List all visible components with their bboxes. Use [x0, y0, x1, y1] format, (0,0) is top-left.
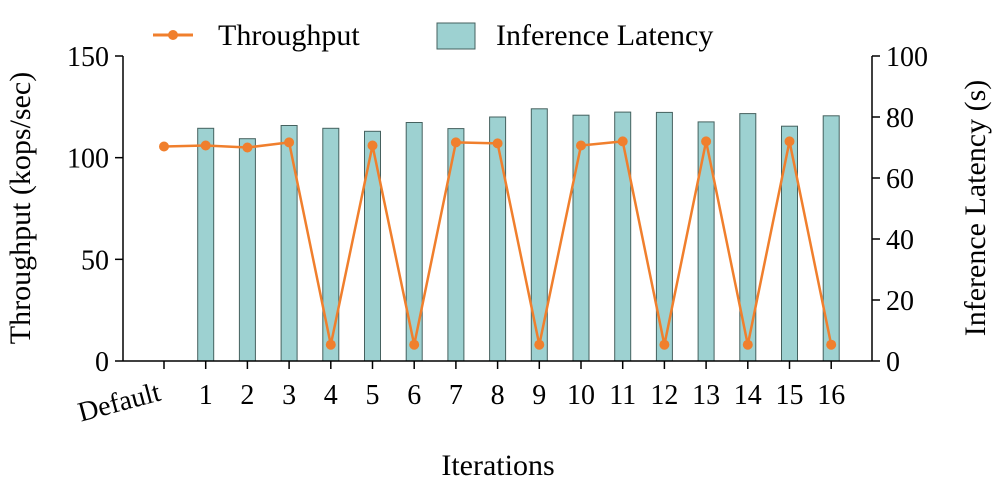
- axes: [115, 55, 880, 369]
- point-throughput-13: [701, 136, 712, 147]
- bar-latency-13: [697, 121, 715, 362]
- y-right-tick-label-40: 40: [886, 225, 914, 256]
- bar-latency-8: [489, 116, 507, 362]
- x-tick-label-14: 14: [734, 380, 762, 411]
- point-throughput-5: [367, 140, 378, 151]
- point-throughput-Default: [159, 141, 169, 152]
- legend-throughput-marker: [168, 30, 178, 40]
- point-throughput-4: [325, 339, 336, 350]
- y-right-tick-label-0: 0: [886, 347, 900, 378]
- y-axis-left-title: Throughput (kops/sec): [4, 72, 37, 344]
- x-tick-label-9: 9: [532, 380, 546, 411]
- x-tick-label-7: 7: [449, 380, 463, 411]
- bar-latency-5: [364, 130, 381, 362]
- point-throughput-11: [617, 136, 628, 147]
- point-throughput-12: [659, 339, 670, 350]
- point-throughput-9: [534, 339, 545, 350]
- point-throughput-14: [742, 339, 753, 350]
- bar-latency-4: [322, 127, 340, 362]
- point-throughput-15: [784, 136, 795, 147]
- point-throughput-8: [492, 138, 503, 149]
- legend: Throughput Inference Latency: [153, 19, 713, 52]
- bar-latency-10: [572, 114, 590, 362]
- y-right-tick-label-80: 80: [886, 103, 914, 134]
- point-throughput-1: [200, 140, 211, 151]
- bar-latency-11: [614, 111, 632, 362]
- y-right-tick-label-100: 100: [886, 42, 928, 73]
- legend-latency-swatch: [436, 22, 476, 50]
- throughput-line: [159, 136, 837, 350]
- bar-latency-3: [280, 125, 298, 362]
- point-throughput-2: [242, 142, 253, 153]
- x-tick-label-15: 15: [776, 380, 804, 411]
- y-right-tick-label-20: 20: [886, 286, 914, 317]
- x-axis-title: Iterations: [441, 449, 554, 482]
- bar-latency-16: [822, 115, 840, 362]
- latency-bars: [197, 108, 840, 362]
- x-tick-label-5: 5: [366, 380, 380, 411]
- x-tick-label-3: 3: [282, 380, 296, 411]
- x-tick-label-12: 12: [650, 380, 678, 411]
- point-throughput-7: [450, 137, 461, 148]
- x-tick-label-Default: Default: [75, 377, 164, 429]
- x-tick-label-2: 2: [240, 380, 254, 411]
- bar-latency-15: [781, 125, 798, 362]
- y-left-tick-label-150: 150: [67, 42, 109, 73]
- bar-latency-12: [655, 111, 673, 362]
- x-tick-label-16: 16: [817, 380, 845, 411]
- point-throughput-6: [409, 339, 420, 350]
- y-right-tick-label-60: 60: [886, 164, 914, 195]
- legend-latency-label: Inference Latency: [496, 19, 713, 52]
- y-left-tick-label-100: 100: [67, 144, 109, 175]
- bar-latency-14: [739, 113, 757, 362]
- y-left-tick-label-0: 0: [95, 347, 109, 378]
- point-throughput-10: [576, 140, 586, 151]
- bar-latency-2: [238, 138, 256, 362]
- y-axis-right-title: Inference Latency (s): [959, 80, 992, 337]
- bar-latency-1: [197, 127, 215, 362]
- bar-latency-6: [405, 122, 423, 362]
- x-tick-label-11: 11: [609, 380, 636, 411]
- point-throughput-16: [826, 339, 837, 350]
- y-left-tick-label-50: 50: [81, 245, 109, 276]
- x-tick-label-1: 1: [199, 380, 213, 411]
- legend-throughput-label: Throughput: [218, 19, 360, 52]
- x-tick-label-10: 10: [567, 380, 595, 411]
- point-throughput-3: [284, 137, 295, 148]
- x-tick-label-4: 4: [324, 380, 338, 411]
- x-tick-label-8: 8: [491, 380, 505, 411]
- x-tick-label-6: 6: [407, 380, 421, 411]
- x-tick-label-13: 13: [692, 380, 720, 411]
